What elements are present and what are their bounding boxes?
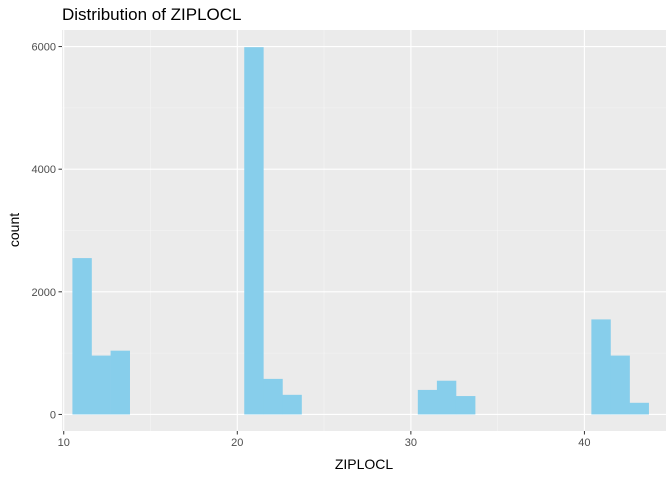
histogram-bar [244, 47, 264, 415]
y-axis: 0 2000 4000 6000 [32, 42, 62, 421]
histogram-bar [417, 389, 438, 415]
histogram-bars [72, 47, 649, 415]
x-axis: 10 20 30 40 [58, 431, 591, 449]
x-axis-title: ZIPLOCL [335, 456, 394, 472]
grid-major [62, 30, 666, 431]
histogram-bar [629, 402, 649, 415]
y-tick-label: 2000 [32, 287, 56, 299]
chart-title: Distribution of ZIPLOCL [62, 5, 242, 24]
x-tick-label: 40 [578, 437, 590, 449]
y-tick-label: 6000 [32, 42, 56, 54]
y-tick-label: 0 [50, 409, 56, 421]
histogram-bar [263, 378, 283, 415]
histogram-bar [110, 350, 130, 415]
x-tick-label: 10 [58, 437, 70, 449]
histogram-bar [436, 380, 457, 415]
y-axis-title: count [6, 213, 22, 247]
x-tick-label: 30 [405, 437, 417, 449]
histogram-bar [282, 394, 302, 415]
grid-minor [62, 30, 666, 431]
histogram-bar [91, 355, 111, 415]
y-tick-label: 4000 [32, 164, 56, 176]
histogram-bar [455, 396, 476, 415]
histogram-bar [591, 319, 611, 415]
histogram-bar [72, 258, 92, 415]
x-tick-label: 20 [231, 437, 243, 449]
histogram-bar [610, 355, 630, 415]
